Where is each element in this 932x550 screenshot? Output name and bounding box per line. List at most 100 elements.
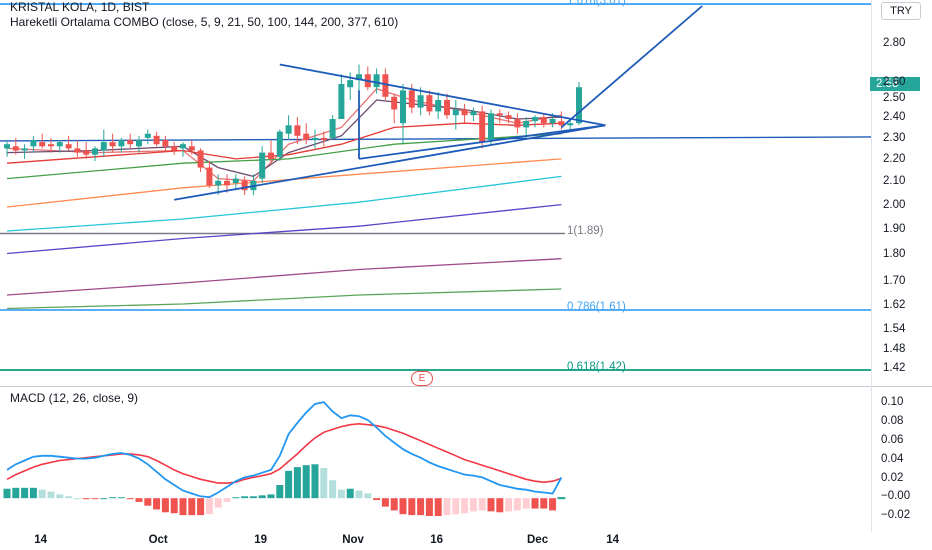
- candle-body: [470, 111, 477, 116]
- price-axis-label: 2.80: [883, 37, 906, 49]
- macd-histogram-bar: [329, 480, 337, 499]
- macd-histogram-bar: [425, 498, 433, 517]
- candle-body: [21, 148, 28, 151]
- macd-histogram-bar: [513, 498, 521, 511]
- triangle-inner-line: [358, 124, 606, 160]
- candle-body: [523, 121, 530, 128]
- candle-body: [294, 125, 301, 136]
- date-axis-label: Oct: [148, 534, 168, 546]
- macd-axis-label: −0.02: [881, 509, 911, 521]
- macd-histogram-bar: [320, 468, 328, 499]
- currency-badge[interactable]: TRY: [881, 2, 921, 20]
- price-axis-label: 1.42: [883, 362, 906, 374]
- candle-body: [39, 142, 46, 147]
- candle-body: [206, 167, 213, 186]
- macd-histogram-bar: [302, 465, 310, 499]
- macd-histogram-bar: [461, 498, 469, 514]
- macd-histogram-bar: [47, 491, 55, 499]
- macd-histogram-bar: [452, 498, 460, 515]
- candle-body: [558, 121, 565, 126]
- moving-average-line: [6, 203, 562, 255]
- candle-body: [268, 152, 274, 159]
- moving-average-line: [6, 133, 562, 180]
- macd-histogram-bar: [21, 487, 29, 499]
- candle-body: [259, 152, 266, 179]
- price-axis-label: 2.30: [883, 132, 906, 144]
- macd-histogram-bar: [443, 498, 451, 516]
- price-axis-label: 2.20: [883, 153, 906, 165]
- macd-histogram-bar: [469, 498, 477, 512]
- fib-level-label: 0.618(1.42): [567, 361, 626, 373]
- candle-body: [329, 119, 336, 138]
- macd-histogram-bar: [214, 498, 222, 508]
- macd-histogram-bar: [126, 498, 134, 500]
- macd-histogram-bar: [531, 498, 539, 509]
- candle-body: [532, 117, 538, 122]
- macd-axis-label: −0.00: [881, 490, 911, 502]
- macd-histogram-bar: [364, 493, 372, 499]
- macd-histogram-bar: [144, 498, 152, 506]
- macd-histogram-bar: [390, 498, 398, 511]
- macd-histogram-bar: [478, 498, 486, 511]
- macd-histogram-bar: [434, 498, 442, 517]
- moving-average-line: [6, 175, 562, 232]
- candle-body: [303, 133, 310, 140]
- macd-histogram-bar: [82, 498, 90, 500]
- macd-histogram-bar: [153, 498, 161, 510]
- indicator-legend[interactable]: Hareketli Ortalama COMBO (close, 5, 9, 2…: [10, 15, 399, 29]
- macd-histogram-bar: [399, 498, 407, 515]
- macd-histogram-bar: [496, 498, 504, 513]
- price-axis-label: 2.50: [883, 92, 906, 104]
- support-trendline: [0, 136, 872, 142]
- candle-body: [408, 90, 415, 108]
- fib-level-label: 0.786(1.61): [567, 301, 626, 313]
- candle-body: [514, 119, 521, 128]
- macd-histogram-bar: [249, 496, 257, 499]
- candle-body: [144, 133, 151, 138]
- macd-title[interactable]: MACD (12, 26, close, 9): [10, 391, 139, 405]
- earnings-marker[interactable]: E: [411, 371, 433, 386]
- moving-average-line: [6, 258, 562, 296]
- price-axis-label: 2.40: [883, 111, 906, 123]
- macd-histogram-bar: [522, 498, 530, 509]
- macd-histogram-bar: [161, 498, 169, 513]
- candle-body: [417, 95, 424, 108]
- date-axis-label: 16: [430, 534, 443, 546]
- candle-body: [188, 146, 195, 151]
- date-axis-label: Dec: [527, 534, 549, 546]
- macd-signal-line: [6, 422, 562, 484]
- last-price-badge: 2.58: [870, 77, 920, 91]
- macd-histogram-bar: [56, 494, 64, 499]
- price-axis-label: 2.60: [883, 76, 906, 88]
- price-axis-label: 2.00: [883, 199, 906, 211]
- candle-body: [232, 178, 239, 183]
- candle-body: [224, 180, 230, 186]
- macd-histogram-bar: [417, 498, 425, 516]
- price-axis-label: 1.54: [883, 323, 906, 335]
- candle-body: [92, 148, 98, 155]
- candle-body: [496, 113, 503, 116]
- candle-body: [285, 125, 292, 134]
- price-axis-label: 1.90: [883, 223, 906, 235]
- candle-body: [373, 74, 380, 88]
- macd-axis-label: 0.08: [881, 415, 904, 427]
- candle-body: [505, 115, 512, 119]
- price-axis-label: 1.70: [883, 275, 906, 287]
- candle-body: [118, 140, 125, 147]
- candle-body: [276, 131, 283, 157]
- macd-histogram-bar: [293, 467, 301, 499]
- candle-body: [83, 150, 90, 155]
- candle-body: [56, 142, 63, 147]
- price-axis-label: 1.80: [883, 248, 906, 260]
- macd-histogram-bar: [91, 498, 99, 500]
- macd-axis-label: 0.04: [881, 453, 904, 465]
- moving-average-line: [6, 288, 562, 310]
- candle-body: [444, 100, 450, 116]
- candle-body: [100, 142, 107, 151]
- candle-body: [312, 137, 318, 140]
- date-axis-label: 14: [606, 534, 619, 546]
- macd-axis-label: 0.10: [881, 396, 904, 408]
- macd-histogram-bar: [355, 490, 363, 499]
